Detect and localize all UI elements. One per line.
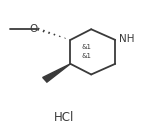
Text: O: O bbox=[29, 24, 38, 34]
Text: &1: &1 bbox=[82, 53, 92, 59]
Polygon shape bbox=[43, 64, 70, 82]
Text: &1: &1 bbox=[82, 43, 92, 50]
Text: HCl: HCl bbox=[54, 111, 74, 124]
Text: NH: NH bbox=[119, 34, 135, 44]
